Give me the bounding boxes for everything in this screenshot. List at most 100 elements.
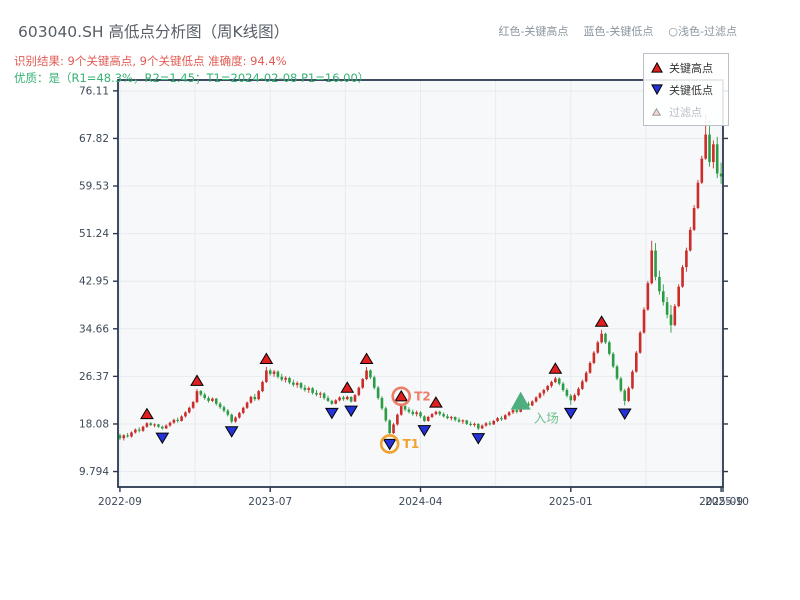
candle: [326, 398, 330, 401]
legend-label-key-high: 关键高点: [669, 61, 713, 75]
candle: [554, 378, 557, 382]
candle: [396, 414, 399, 425]
candle: [292, 382, 295, 385]
candle: [384, 408, 388, 421]
candle: [245, 402, 249, 408]
candle: [500, 418, 503, 420]
candle: [284, 377, 287, 380]
candle: [380, 398, 384, 409]
candle: [681, 267, 684, 287]
candle: [473, 423, 476, 426]
candle: [161, 426, 164, 429]
candle: [453, 416, 457, 420]
candle: [164, 425, 168, 429]
candle: [407, 409, 411, 412]
y-axis-tick-label: 34.66: [79, 323, 109, 335]
y-axis-tick-label: 9.794: [79, 466, 109, 478]
candle: [369, 370, 372, 378]
key-low-marker: [417, 425, 432, 437]
recognition-result-text: 识别结果: 9个关键高点, 9个关键低点 准确度: 94.4%: [14, 54, 287, 68]
t1-label: T1: [403, 437, 420, 451]
key-high-marker: [548, 362, 563, 374]
chart-legend: 关键高点 关键低点 过滤点: [643, 53, 729, 126]
candle: [322, 393, 326, 399]
t1-circle-annotation: [379, 434, 400, 454]
candle: [561, 383, 565, 390]
candle: [149, 423, 153, 426]
candle: [719, 173, 723, 177]
candle: [542, 389, 546, 394]
candle: [311, 388, 314, 393]
legend-item-filtered: 过滤点: [650, 102, 722, 121]
candle: [272, 371, 276, 374]
candle: [569, 395, 573, 401]
candle: [708, 134, 711, 163]
candle: [118, 435, 122, 439]
candle: [665, 302, 669, 315]
candle: [446, 416, 449, 419]
candle: [496, 418, 499, 421]
key-high-marker: [429, 396, 443, 408]
candle: [276, 371, 280, 377]
candle: [426, 416, 430, 421]
candle: [623, 390, 627, 401]
candle: [334, 400, 338, 404]
candle: [207, 398, 210, 401]
candle: [700, 158, 704, 183]
candle: [530, 401, 534, 406]
candle: [534, 397, 538, 402]
candle: [673, 306, 677, 326]
candle: [307, 388, 311, 390]
candle: [342, 397, 345, 400]
candle: [222, 407, 226, 411]
key-high-marker: [394, 389, 409, 402]
key-high-marker: [140, 407, 154, 420]
candle: [288, 377, 291, 383]
note-light-filtered: ○浅色-过滤点: [668, 25, 737, 38]
candle: [677, 286, 680, 307]
candle: [511, 410, 515, 413]
candle: [253, 396, 257, 400]
page-title: 603040.SH 高低点分析图（周K线图）: [18, 23, 290, 41]
candle: [392, 424, 395, 434]
candle: [411, 411, 415, 415]
legend-label-key-low: 关键低点: [669, 83, 713, 97]
candle: [365, 370, 368, 380]
candle: [615, 366, 619, 379]
candle: [176, 419, 180, 421]
key-high-marker: [340, 381, 355, 393]
candle: [265, 370, 268, 382]
candle: [376, 387, 380, 399]
candle: [187, 407, 191, 413]
key-low-marker: [617, 408, 632, 420]
candle: [357, 387, 361, 396]
key-low-marker: [224, 426, 239, 438]
candle: [465, 420, 469, 424]
candle: [145, 423, 149, 427]
candle: [315, 392, 318, 395]
candle: [211, 398, 214, 401]
candle: [557, 378, 561, 384]
key-low-marker: [382, 438, 397, 451]
legend-label-filtered: 过滤点: [669, 105, 702, 119]
candle: [634, 352, 638, 372]
candle: [319, 393, 322, 395]
x-axis-tick-label: 2022-09: [98, 496, 142, 508]
candle: [126, 435, 129, 437]
x-axis-tick-label: 2025-09: [699, 496, 743, 508]
candle: [488, 423, 492, 425]
candle: [477, 423, 480, 429]
candle: [303, 387, 307, 390]
candle: [180, 416, 183, 421]
legend-item-key-high: 关键高点: [650, 58, 722, 77]
candle: [122, 435, 126, 439]
key-low-triangle-icon: [650, 84, 663, 95]
candle: [423, 416, 426, 421]
candle: [353, 395, 357, 402]
filtered-point-triangle-icon: [650, 107, 663, 116]
candle: [631, 371, 634, 389]
legend-item-key-low: 关键低点: [650, 80, 722, 99]
key-high-marker: [259, 352, 274, 365]
key-low-marker: [155, 432, 170, 445]
candle: [238, 412, 241, 418]
